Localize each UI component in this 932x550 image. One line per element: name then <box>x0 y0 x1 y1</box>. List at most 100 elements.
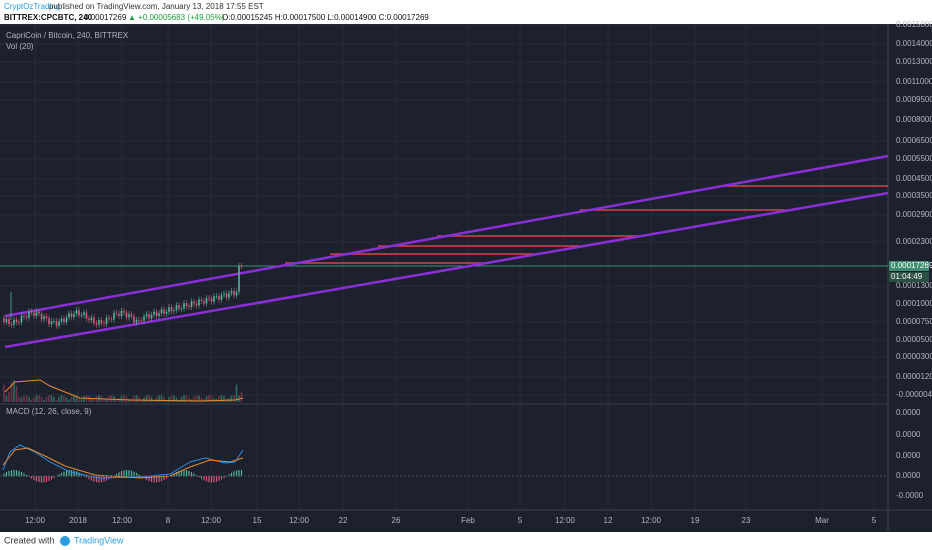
candle <box>135 319 138 323</box>
channel <box>4 154 889 349</box>
candle <box>218 295 220 300</box>
candle <box>95 323 98 325</box>
macd-hist <box>120 471 123 477</box>
time-label: 15 <box>253 516 262 525</box>
candle <box>170 307 173 312</box>
author[interactable]: CryptOzTrading <box>4 2 60 11</box>
price-label: -0.00000400 <box>896 390 932 399</box>
candle <box>178 305 180 309</box>
volume-bar <box>240 392 243 402</box>
candle <box>160 309 163 314</box>
macd-hist <box>30 476 33 479</box>
volume-bar <box>70 396 73 402</box>
candle <box>203 301 205 304</box>
volume-bar <box>133 395 135 402</box>
candle <box>228 293 230 298</box>
volume-bar <box>23 395 25 402</box>
volume-bar <box>183 395 185 402</box>
macd-hist <box>133 471 135 477</box>
candle <box>40 313 43 320</box>
macd-hist <box>85 476 88 478</box>
countdown: 01:04:49 <box>891 272 923 281</box>
macd-hist <box>110 476 113 478</box>
time-label: 12:00 <box>555 516 576 525</box>
volume-bar <box>53 397 55 402</box>
macd-hist <box>203 476 205 481</box>
macd-hist <box>155 476 158 483</box>
macd-hist <box>138 474 140 477</box>
macd-hist <box>90 476 93 481</box>
macd-hist <box>183 470 185 477</box>
time-label: Mar <box>815 516 829 525</box>
volume-bar <box>193 396 195 402</box>
price-badge <box>889 261 929 271</box>
macd-hist <box>60 472 63 477</box>
macd-hist <box>190 472 193 477</box>
macd-hist <box>205 476 208 482</box>
candle <box>65 317 68 323</box>
volume-bar <box>155 397 158 402</box>
candle <box>70 313 73 317</box>
candle <box>238 266 240 292</box>
volume-bar <box>210 395 213 402</box>
candle <box>105 317 108 325</box>
candle <box>3 318 5 323</box>
macd-hist <box>95 476 98 483</box>
macd-hist <box>185 470 188 477</box>
candle <box>215 295 218 297</box>
candle <box>98 320 100 325</box>
volume-bar <box>173 395 175 402</box>
macd-hist <box>5 472 8 477</box>
volume-bar <box>230 395 233 402</box>
candle <box>225 293 228 298</box>
volume-bar <box>145 395 148 402</box>
candle <box>200 299 203 302</box>
time-label: 8 <box>166 516 171 525</box>
grid <box>0 24 888 510</box>
macd-hist <box>88 476 90 480</box>
volume-legend: Vol (20) <box>6 42 34 51</box>
volume-bar <box>68 399 70 402</box>
volume-bar <box>208 395 210 402</box>
time-label: 5 <box>872 516 877 525</box>
macd-legend: MACD (12, 26, close, 9) <box>6 407 92 416</box>
change: ▲ +0.00005683 (+49.05%) <box>128 13 225 22</box>
candle <box>5 319 8 323</box>
macd-hist <box>218 476 220 481</box>
volume-bar <box>213 398 215 402</box>
macd-hist <box>175 471 178 477</box>
candle <box>45 316 48 319</box>
macd-hist <box>63 471 65 477</box>
macd-hist <box>193 473 195 477</box>
candle <box>123 310 125 313</box>
candle <box>240 266 243 267</box>
candle <box>220 294 223 300</box>
candle <box>13 319 15 325</box>
volume-bar <box>153 399 155 402</box>
volume-bar <box>83 396 85 402</box>
candle <box>125 312 128 318</box>
candle <box>143 316 145 321</box>
candle <box>118 313 120 317</box>
candle <box>150 314 153 319</box>
macd-hist <box>93 476 95 482</box>
macd-hist <box>8 470 10 477</box>
macd-hist <box>225 475 228 477</box>
macd-hist <box>15 470 18 477</box>
candle <box>30 311 33 313</box>
candle <box>198 299 200 306</box>
volume-bar <box>128 399 130 402</box>
macd-hist <box>230 472 233 477</box>
time-label: 12:00 <box>201 516 222 525</box>
brand[interactable]: TradingView <box>74 535 124 545</box>
volume-bar <box>78 397 80 402</box>
volume-bar <box>80 399 83 402</box>
volume-bar <box>205 396 208 402</box>
time-label: 12:00 <box>112 516 133 525</box>
candle <box>18 322 20 323</box>
macd-hist <box>178 470 180 477</box>
time-label: 22 <box>339 516 348 525</box>
